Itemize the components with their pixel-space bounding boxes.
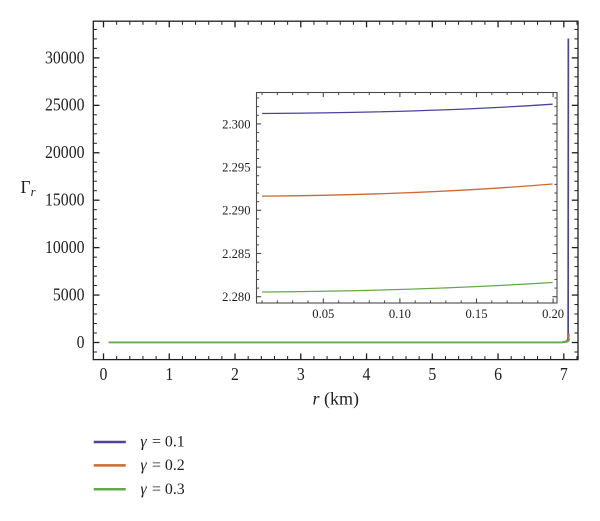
svg-text:0.20: 0.20 bbox=[542, 307, 564, 321]
svg-text:5: 5 bbox=[428, 364, 436, 384]
svg-text:0.10: 0.10 bbox=[389, 307, 411, 321]
svg-text:20000: 20000 bbox=[45, 142, 85, 162]
svg-text:0: 0 bbox=[77, 332, 85, 352]
svg-text:2.290: 2.290 bbox=[222, 204, 250, 218]
svg-text:γ = 0.1: γ = 0.1 bbox=[140, 434, 184, 451]
svg-text:5000: 5000 bbox=[53, 285, 85, 305]
svg-text:4: 4 bbox=[363, 364, 371, 384]
svg-text:15000: 15000 bbox=[45, 190, 85, 210]
svg-text:2.300: 2.300 bbox=[222, 117, 250, 131]
svg-text:0.15: 0.15 bbox=[465, 307, 487, 321]
svg-text:6: 6 bbox=[494, 364, 502, 384]
svg-text:25000: 25000 bbox=[45, 95, 85, 115]
svg-text:1: 1 bbox=[165, 364, 173, 384]
svg-text:30000: 30000 bbox=[45, 47, 85, 67]
svg-text:γ = 0.2: γ = 0.2 bbox=[140, 457, 184, 474]
svg-text:2.280: 2.280 bbox=[222, 290, 250, 304]
svg-text:2: 2 bbox=[231, 364, 239, 384]
svg-text:r (km): r (km) bbox=[313, 389, 360, 410]
svg-text:2.295: 2.295 bbox=[222, 161, 250, 175]
svg-text:γ = 0.3: γ = 0.3 bbox=[140, 481, 184, 498]
svg-text:0.05: 0.05 bbox=[312, 307, 334, 321]
svg-text:2.285: 2.285 bbox=[222, 247, 250, 261]
svg-text:7: 7 bbox=[560, 364, 568, 384]
svg-text:3: 3 bbox=[297, 364, 305, 384]
svg-text:10000: 10000 bbox=[45, 237, 85, 257]
svg-text:0: 0 bbox=[100, 364, 108, 384]
